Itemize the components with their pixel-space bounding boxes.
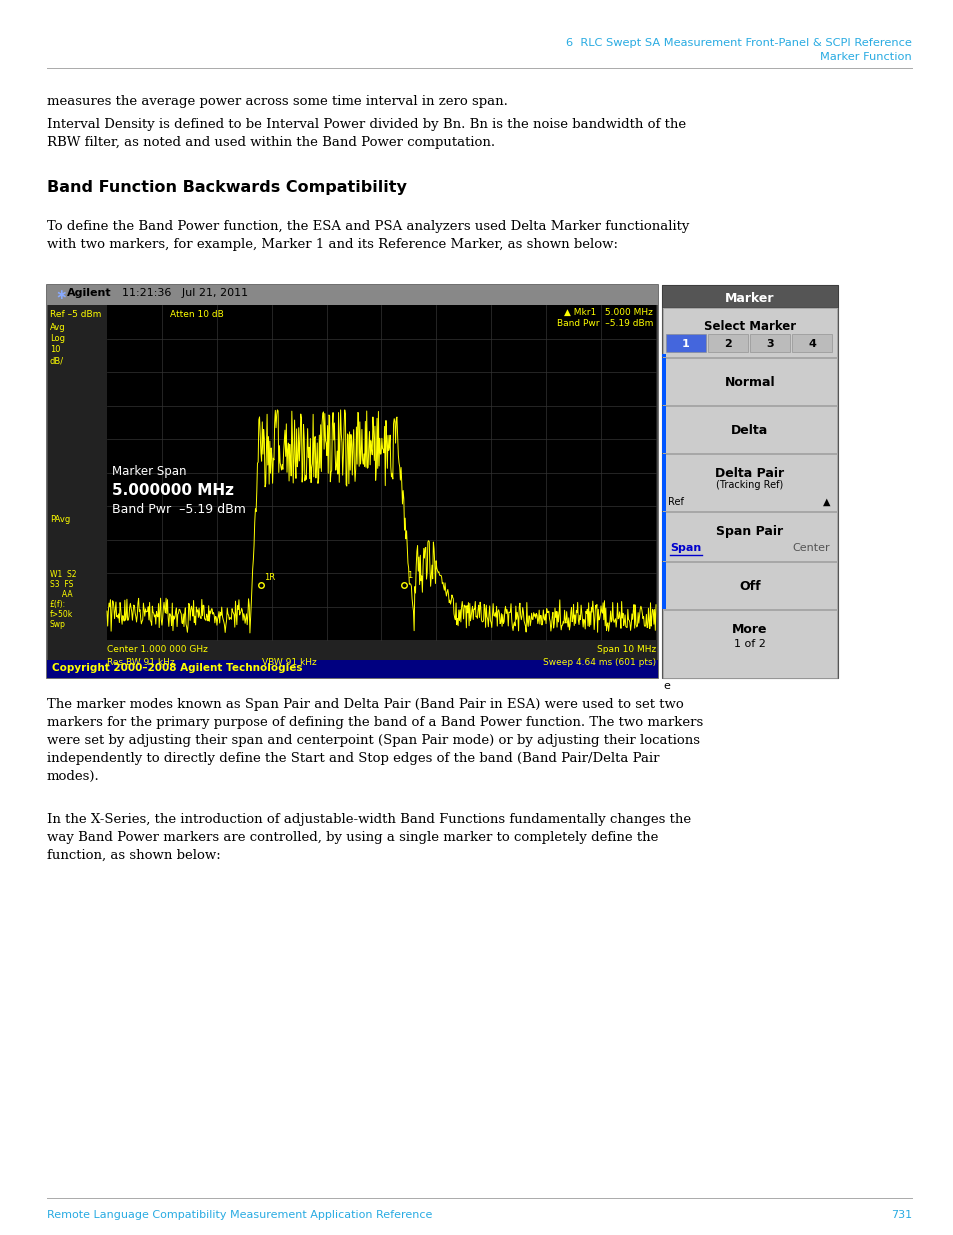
Bar xyxy=(662,358,836,405)
Text: Res BW 91 kHz: Res BW 91 kHz xyxy=(107,658,174,667)
Text: 6  RLC Swept SA Measurement Front-Panel & SCPI Reference: 6 RLC Swept SA Measurement Front-Panel &… xyxy=(565,38,911,48)
Text: Avg: Avg xyxy=(50,324,66,332)
Bar xyxy=(662,562,836,609)
Text: Band Function Backwards Compatibility: Band Function Backwards Compatibility xyxy=(47,180,406,195)
Text: Normal: Normal xyxy=(724,375,775,389)
Text: dB/: dB/ xyxy=(50,356,64,366)
Text: ∗: ∗ xyxy=(55,288,67,303)
Text: Band Pwr  –5.19 dBm: Band Pwr –5.19 dBm xyxy=(556,319,652,329)
Bar xyxy=(749,333,789,352)
Text: ▲: ▲ xyxy=(821,496,829,508)
Text: Remote Language Compatibility Measurement Application Reference: Remote Language Compatibility Measuremen… xyxy=(47,1210,432,1220)
Text: Agilent: Agilent xyxy=(67,288,112,298)
Bar xyxy=(47,659,658,678)
Text: Off: Off xyxy=(739,579,760,593)
Bar xyxy=(662,308,836,357)
Text: S3  FS: S3 FS xyxy=(50,580,73,589)
Text: Log: Log xyxy=(50,333,65,343)
Text: Center: Center xyxy=(792,543,829,553)
Text: 1 of 2: 1 of 2 xyxy=(733,638,765,650)
Text: VBW 91 kHz: VBW 91 kHz xyxy=(262,658,316,667)
Text: ▲ Mkr1   5.000 MHz: ▲ Mkr1 5.000 MHz xyxy=(563,308,652,317)
Bar xyxy=(665,333,705,352)
Text: 10: 10 xyxy=(50,345,60,354)
Bar xyxy=(707,333,747,352)
Text: 3: 3 xyxy=(765,338,773,350)
Text: Span: Span xyxy=(669,543,700,553)
Text: Swp: Swp xyxy=(50,620,66,629)
Text: Atten 10 dB: Atten 10 dB xyxy=(170,310,224,319)
Text: In the X-Series, the introduction of adjustable-width Band Functions fundamental: In the X-Series, the introduction of adj… xyxy=(47,813,690,862)
Bar xyxy=(661,285,837,308)
Text: More: More xyxy=(732,622,767,636)
Bar xyxy=(662,513,836,561)
Bar xyxy=(107,305,656,640)
Bar xyxy=(662,610,836,678)
Text: W1  S2: W1 S2 xyxy=(50,571,76,579)
Text: Select Marker: Select Marker xyxy=(703,320,795,333)
Text: To define the Band Power function, the ESA and PSA analyzers used Delta Marker f: To define the Band Power function, the E… xyxy=(47,220,689,251)
Text: Center 1.000 000 GHz: Center 1.000 000 GHz xyxy=(107,645,208,655)
Text: measures the average power across some time interval in zero span.: measures the average power across some t… xyxy=(47,95,507,107)
Bar xyxy=(47,285,658,305)
Text: Ref –5 dBm: Ref –5 dBm xyxy=(50,310,101,319)
Text: 4: 4 xyxy=(807,338,815,350)
Bar xyxy=(662,406,836,453)
Text: Marker Span: Marker Span xyxy=(112,466,186,478)
Text: Interval Density is defined to be Interval Power divided by Bn. Bn is the noise : Interval Density is defined to be Interv… xyxy=(47,119,685,149)
Text: 11:21:36   Jul 21, 2011: 11:21:36 Jul 21, 2011 xyxy=(122,288,248,298)
Text: e: e xyxy=(662,680,669,692)
Text: 5.000000 MHz: 5.000000 MHz xyxy=(112,483,233,498)
Text: 731: 731 xyxy=(890,1210,911,1220)
Text: The marker modes known as Span Pair and Delta Pair (Band Pair in ESA) were used : The marker modes known as Span Pair and … xyxy=(47,698,702,783)
Text: 1: 1 xyxy=(681,338,689,350)
Text: Span Pair: Span Pair xyxy=(716,525,782,538)
Bar xyxy=(661,513,665,561)
Text: Delta Pair: Delta Pair xyxy=(715,467,783,480)
Text: Delta: Delta xyxy=(731,424,768,436)
Bar xyxy=(662,454,836,511)
Bar xyxy=(661,285,837,678)
Text: Copyright 2000–2008 Agilent Technologies: Copyright 2000–2008 Agilent Technologies xyxy=(52,663,302,673)
Text: Span 10 MHz: Span 10 MHz xyxy=(597,645,656,655)
Text: (Tracking Ref): (Tracking Ref) xyxy=(716,480,782,490)
Text: f>50k: f>50k xyxy=(50,610,73,619)
Bar xyxy=(661,562,665,609)
Text: Marker: Marker xyxy=(724,291,774,305)
Bar xyxy=(661,454,665,511)
Bar xyxy=(661,406,665,453)
Text: Sweep 4.64 ms (601 pts): Sweep 4.64 ms (601 pts) xyxy=(542,658,656,667)
Text: 1R: 1R xyxy=(263,573,274,582)
Bar xyxy=(661,358,665,405)
Text: Band Pwr  –5.19 dBm: Band Pwr –5.19 dBm xyxy=(112,503,246,516)
Bar xyxy=(791,333,831,352)
Bar xyxy=(47,285,658,678)
Text: 2: 2 xyxy=(723,338,731,350)
Text: AA: AA xyxy=(50,590,72,599)
Text: Marker Function: Marker Function xyxy=(820,52,911,62)
Text: PAvg: PAvg xyxy=(50,515,71,524)
Text: 1: 1 xyxy=(407,571,413,580)
Text: £(f):: £(f): xyxy=(50,600,66,609)
Bar xyxy=(661,354,665,357)
Text: Ref: Ref xyxy=(667,496,683,508)
